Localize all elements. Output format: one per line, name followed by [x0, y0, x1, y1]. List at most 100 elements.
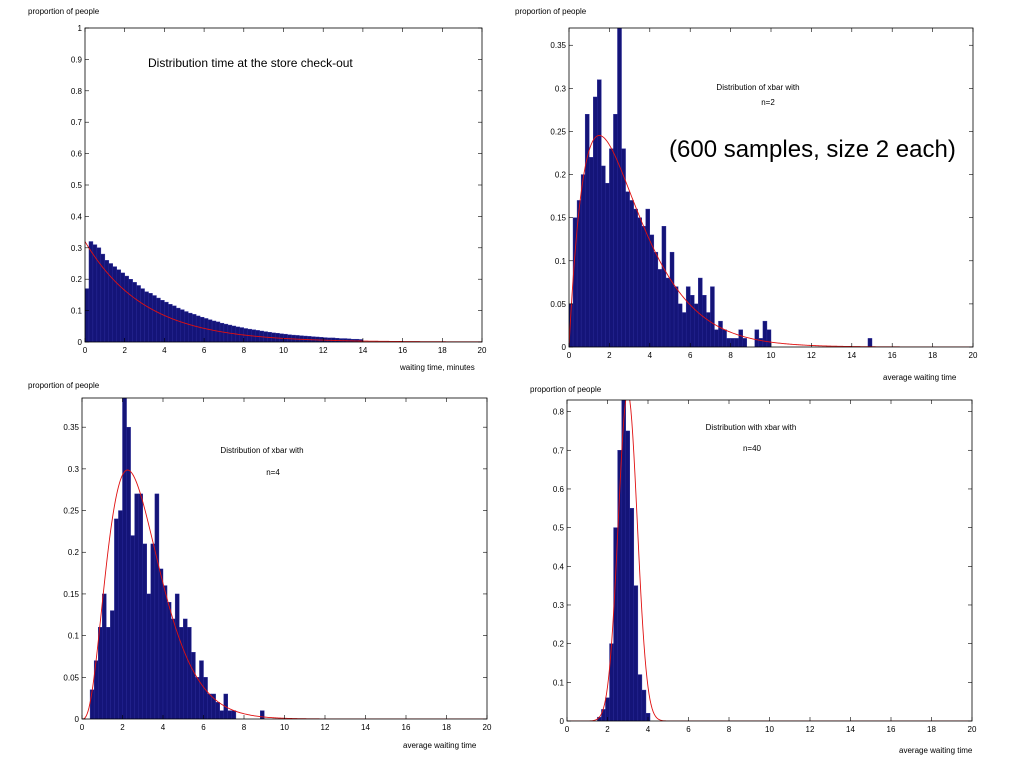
histogram-bar	[742, 338, 747, 347]
x-tick-label: 16	[398, 346, 407, 355]
histogram-bar	[637, 217, 642, 347]
histogram-bar	[665, 277, 671, 347]
x-tick-label: 12	[321, 723, 330, 732]
y-tick-label: 0.15	[550, 214, 566, 223]
x-tick-label: 14	[358, 346, 367, 355]
histogram-bar	[625, 191, 630, 347]
histogram-bar	[102, 593, 107, 719]
x-tick-label: 0	[567, 351, 572, 360]
histogram-bar	[156, 297, 161, 342]
histogram-bar	[601, 165, 606, 347]
histogram-bar	[669, 251, 675, 347]
histogram-bar	[215, 321, 221, 342]
x-tick-label: 4	[646, 725, 651, 734]
y-tick-label: 0.1	[68, 632, 80, 641]
histogram-bar	[114, 518, 119, 719]
y-tick-label: 0	[560, 717, 565, 726]
histogram-bar	[116, 269, 121, 342]
chart-annotation: Distribution time at the store check-out	[148, 56, 353, 70]
y-tick-label: 0.9	[71, 55, 83, 64]
x-tick-label: 12	[806, 725, 815, 734]
x-tick-label: 8	[727, 725, 732, 734]
x-tick-label: 14	[846, 725, 855, 734]
x-tick-label: 14	[361, 723, 370, 732]
histogram-bar	[867, 338, 873, 347]
histogram-bar	[203, 318, 209, 342]
histogram-bar	[142, 543, 148, 719]
histogram-bar	[722, 329, 727, 347]
x-tick-label: 8	[242, 723, 247, 732]
x-tick-label: 4	[648, 351, 653, 360]
histogram-bar	[152, 295, 157, 342]
histogram-bar	[174, 593, 180, 719]
x-tick-label: 20	[968, 725, 977, 734]
histogram-bar	[203, 677, 208, 719]
y-tick-label: 0.5	[553, 524, 565, 533]
x-tick-label: 8	[728, 351, 733, 360]
histogram-bar	[144, 291, 149, 342]
histogram-bar	[158, 568, 164, 719]
histogram-bar	[681, 312, 687, 347]
histogram-bar	[657, 269, 663, 347]
y-tick-label: 0.2	[553, 640, 565, 649]
histogram-bar	[726, 338, 731, 347]
chart-annotation: n=4	[266, 468, 280, 477]
histogram-bar	[766, 329, 772, 347]
x-tick-label: 4	[161, 723, 166, 732]
x-tick-label: 20	[483, 723, 492, 732]
histogram-bar	[207, 319, 213, 342]
x-tick-label: 12	[807, 351, 816, 360]
histogram-bar	[170, 618, 176, 719]
chart-panel-3: 0 2 4 6 8 10 12 14 16 18 20 0 0.05 0.1 0.15 0.2 0.25 0.3 0…	[28, 381, 492, 750]
histogram-bar	[601, 709, 606, 721]
histogram-bar	[106, 627, 111, 719]
histogram-bar	[191, 314, 197, 342]
y-tick-label: 0.3	[553, 601, 565, 610]
y-tick-label: 0.7	[553, 446, 565, 455]
y-tick-label: 0.8	[553, 408, 565, 417]
histogram-bar	[110, 610, 115, 719]
bars	[597, 400, 651, 721]
histogram-bar	[89, 689, 95, 719]
histogram-bar	[176, 307, 181, 342]
histogram-bar	[617, 28, 622, 347]
x-axis-label: average waiting time	[883, 373, 957, 382]
histogram-bar	[706, 312, 711, 347]
x-tick-label: 12	[319, 346, 328, 355]
histogram-bar	[124, 275, 129, 342]
y-tick-label: 0.3	[71, 244, 83, 253]
histogram-bar	[162, 585, 168, 719]
histogram-bar	[673, 286, 679, 347]
x-tick-label: 14	[847, 351, 856, 360]
x-tick-label: 2	[607, 351, 612, 360]
y-tick-label: 0.05	[63, 673, 79, 682]
y-tick-label: 0.2	[555, 171, 567, 180]
histogram-bar	[211, 320, 217, 342]
x-tick-label: 16	[402, 723, 411, 732]
y-tick-label: 1	[78, 24, 83, 33]
histogram-bar	[195, 677, 200, 719]
y-tick-label: 0.25	[63, 507, 79, 516]
y-tick-label: 0.35	[550, 41, 566, 50]
chart-panel-1: 0 2 4 6 8 10 12 14 16 18 20 0 0.1 0.2 0.3 0.4 0.5 0.6 0.7 0…	[28, 7, 487, 372]
histogram-bar	[637, 674, 643, 721]
histogram-bar	[136, 285, 141, 342]
histogram-bar	[207, 693, 212, 719]
histogram-bar	[641, 689, 647, 721]
histogram-bar	[180, 309, 185, 342]
y-tick-label: 0.1	[555, 257, 567, 266]
histogram-bar	[584, 114, 590, 347]
histogram-bar	[168, 304, 173, 342]
histogram-bar	[738, 329, 743, 347]
histogram-bar	[199, 660, 204, 719]
y-axis-label: proportion of people	[28, 7, 100, 16]
histogram-bar	[120, 272, 125, 342]
histogram-bar	[199, 316, 205, 342]
histogram-bar	[187, 627, 192, 719]
histogram-bar	[166, 602, 172, 719]
y-tick-label: 0.6	[553, 485, 565, 494]
chart-annotation: Distribution with xbar with	[706, 423, 797, 432]
histogram-bar	[148, 293, 153, 342]
histogram-bar	[649, 234, 655, 347]
histogram-bar	[146, 593, 152, 719]
